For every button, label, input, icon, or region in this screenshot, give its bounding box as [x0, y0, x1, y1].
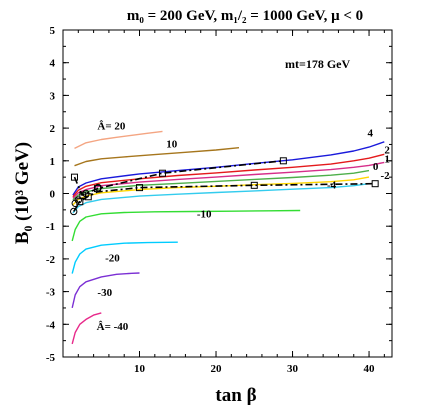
series-line — [72, 161, 385, 199]
square-marker — [70, 173, 78, 181]
y-tick-label: -5 — [46, 352, 56, 364]
square-marker — [76, 198, 84, 206]
curve-label: Â= 20 — [97, 121, 125, 133]
curve-label: 0 — [373, 161, 379, 173]
square-marker — [371, 180, 379, 188]
x-tick-label: 30 — [287, 363, 299, 375]
circle-marker — [94, 183, 102, 192]
curve-label: -10 — [197, 208, 212, 220]
square-marker — [158, 169, 166, 177]
x-axis-label: tan β — [215, 385, 256, 406]
curve-label: 1 — [384, 153, 390, 165]
series-line — [71, 241, 178, 274]
series-group — [71, 130, 385, 345]
x-tick-label: 10 — [134, 363, 146, 375]
series-line — [71, 272, 140, 309]
circle-marker — [74, 196, 83, 204]
y-tick-label: 5 — [50, 25, 56, 37]
circle-marker — [70, 207, 78, 216]
y-tick-label: 1 — [50, 156, 56, 168]
y-tick-label: 0 — [50, 189, 56, 201]
curve-label: Â= -40 — [97, 321, 129, 333]
curve-label: -20 — [105, 253, 120, 265]
x-tick-label: 40 — [364, 363, 376, 375]
curve-label: -2 — [381, 170, 391, 182]
y-tick-label: 2 — [50, 123, 56, 135]
marker-group — [70, 157, 379, 216]
chart-title: m₀ = 200 GeV, m₁/₂ = 1000 GeV, μ < 0 — [127, 8, 363, 24]
curve-label: 10 — [166, 139, 178, 151]
y-tick-label: 3 — [50, 90, 56, 102]
square-marker — [136, 184, 144, 192]
series-line — [71, 312, 102, 345]
curve-label: -30 — [97, 287, 112, 299]
y-tick-label: -1 — [46, 221, 55, 233]
y-axis-label: B₀ (10³ GeV) — [12, 142, 33, 244]
x-tick-label: 20 — [211, 363, 223, 375]
series-line — [72, 153, 385, 198]
series-line — [74, 147, 240, 167]
y-tick-label: 4 — [50, 58, 56, 70]
y-tick-label: -2 — [46, 254, 56, 266]
plot-frame — [62, 29, 393, 358]
series-line — [71, 209, 301, 242]
circle-marker — [82, 189, 90, 198]
curve-label: 4 — [368, 127, 374, 139]
curve-label: 2 — [384, 145, 390, 157]
square-marker — [279, 157, 287, 165]
mt-annotation: mt=178 GeV — [285, 57, 350, 71]
square-marker — [250, 181, 258, 189]
curve-label: -4 — [327, 180, 337, 192]
x-axis-ticks: 10 20 30 40 — [62, 30, 385, 375]
series-line — [72, 183, 370, 214]
square-marker — [93, 185, 101, 193]
y-tick-label: -3 — [46, 287, 56, 299]
y-tick-label: -4 — [46, 319, 56, 331]
series-line — [74, 130, 163, 150]
